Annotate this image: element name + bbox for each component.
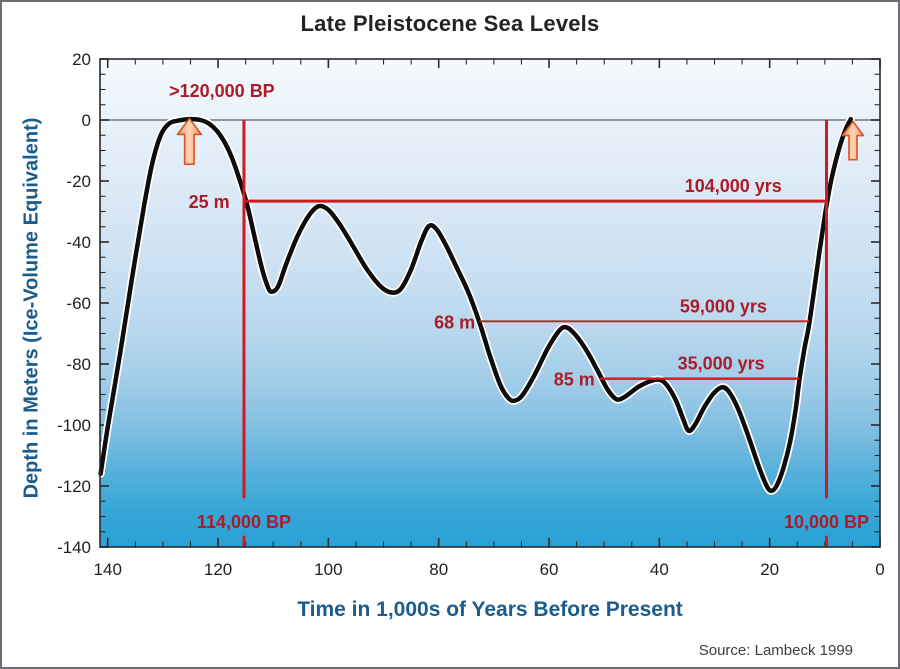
svg-text:140: 140 xyxy=(94,560,122,579)
svg-text:20: 20 xyxy=(72,50,91,69)
tick-labels: 140 120 100 80 60 40 20 0 20 0 -20 -40 -60 -80 -100 -12… xyxy=(57,50,885,579)
x-axis-label: Time in 1,000s of Years Before Present xyxy=(297,598,683,621)
plot-border xyxy=(99,58,881,548)
svg-text:-60: -60 xyxy=(66,294,91,313)
svg-text:40: 40 xyxy=(650,560,669,579)
source-credit: Source: Lambeck 1999 xyxy=(698,642,853,659)
depth-label-85m: 85 m xyxy=(554,370,595,390)
duration-label-85m: 35,000 yrs xyxy=(678,354,765,374)
duration-label-25m: 104,000 yrs xyxy=(685,176,782,196)
sea-level-curve xyxy=(98,116,854,494)
event-label-right: 10,000 BP xyxy=(784,512,869,532)
svg-text:0: 0 xyxy=(875,560,884,579)
duration-label-68m: 59,000 yrs xyxy=(680,296,767,316)
high-stand-arrow-left xyxy=(176,117,203,166)
depth-label-68m: 68 m xyxy=(434,312,475,332)
chart-title: Late Pleistocene Sea Levels xyxy=(300,11,600,36)
y-axis-label: Depth in Meters (Ice-Volume Equivalent) xyxy=(20,117,43,499)
svg-text:-100: -100 xyxy=(57,416,91,435)
svg-text:-80: -80 xyxy=(66,355,91,374)
peak-highstand-label: >120,000 BP xyxy=(169,81,275,101)
svg-text:-120: -120 xyxy=(57,477,91,496)
svg-text:-20: -20 xyxy=(66,172,91,191)
svg-text:20: 20 xyxy=(760,560,779,579)
event-label-left: 114,000 BP xyxy=(197,512,291,532)
depth-label-25m: 25 m xyxy=(189,192,230,212)
plot-background xyxy=(100,59,880,547)
svg-text:-140: -140 xyxy=(57,538,91,557)
high-stand-arrow-right xyxy=(841,120,865,161)
svg-text:120: 120 xyxy=(204,560,232,579)
svg-text:100: 100 xyxy=(314,560,342,579)
svg-text:0: 0 xyxy=(82,111,91,130)
svg-text:-40: -40 xyxy=(66,233,91,252)
svg-text:80: 80 xyxy=(429,560,448,579)
svg-text:60: 60 xyxy=(540,560,559,579)
